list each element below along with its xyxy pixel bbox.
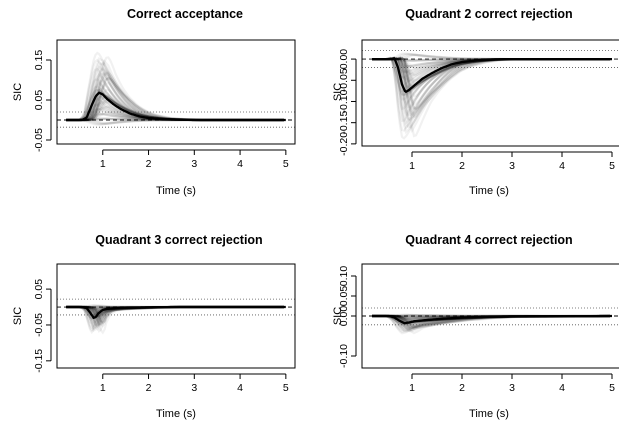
x-tick-label: 2 [146,158,152,170]
y-tick-label: -0.05 [33,313,45,337]
x-tick-label: 1 [100,158,106,170]
panel-quadrant-4-correct-rejection: Quadrant 4 correct rejection 1 2 3 4 5 -0.10… [332,233,619,420]
x-tick-label: 4 [559,382,565,394]
y-axis: -0.10 0.000.050.10 [338,266,357,368]
x-tick-label: 3 [509,382,515,394]
panel-title: Quadrant 2 correct rejection [405,7,572,21]
y-axis-label: SIC [332,307,344,325]
x-tick-label: 3 [191,382,197,394]
mean-sic-line [66,91,286,122]
mean-sic-curve [66,91,286,122]
y-tick-label: -0.05 [33,128,45,152]
panel-title: Quadrant 4 correct rejection [405,233,572,247]
panel-title: Correct acceptance [127,7,243,21]
x-tick-label: 5 [609,160,615,172]
x-tick-label: 4 [559,160,565,172]
y-tick-label: 0.00 [338,49,350,70]
mean-sic-curve [372,57,612,94]
y-axis-label: SIC [12,83,24,101]
y-axis-label: SIC [12,307,24,325]
x-axis: 1 2 3 4 5 [100,373,289,394]
y-tick-label: 0.15 [33,50,45,71]
x-tick-label: 3 [509,160,515,172]
x-tick-label: 5 [283,158,289,170]
x-axis-label: Time (s) [469,408,509,420]
y-tick-label: 0.10 [338,266,350,287]
plot-frame [361,263,619,369]
mean-sic-curve [66,305,286,320]
y-tick-label: 0.05 [33,279,45,300]
x-axis-label: Time (s) [156,408,196,420]
y-tick-label: -0.10 [338,89,350,113]
x-tick-label: 3 [191,158,197,170]
x-tick-label: 5 [609,382,615,394]
x-tick-label: 4 [237,158,243,170]
plot-frame [56,263,296,369]
x-tick-label: 2 [459,382,465,394]
panel-correct-acceptance: Correct acceptance 1 2 3 4 5 -0.05 0.05 0.15 T… [12,7,296,197]
x-tick-label: 5 [283,382,289,394]
mean-sic-line [372,57,612,94]
y-axis: -0.05 0.05 0.15 [33,50,52,152]
x-tick-label: 4 [237,382,243,394]
x-axis-label: Time (s) [156,185,196,197]
x-tick-label: 1 [100,382,106,394]
plot-frame [361,39,619,147]
mean-sic-line [66,305,286,320]
y-axis: -0.15 -0.05 0.05 [33,279,52,373]
x-tick-label: 2 [459,160,465,172]
panel-title: Quadrant 3 correct rejection [95,233,262,247]
x-axis: 1 2 3 4 5 [409,151,615,172]
x-axis: 1 2 3 4 5 [409,373,615,394]
y-tick-label: 0.00 [338,306,350,327]
y-tick-label: 0.05 [338,286,350,307]
x-axis-label: Time (s) [469,185,509,197]
panel-quadrant-2-correct-rejection: Quadrant 2 correct rejection 1 2 3 4 5 -0.20… [332,7,619,197]
y-tick-label: 0.05 [33,90,45,111]
x-tick-label: 2 [146,382,152,394]
mean-sic-curve [372,314,612,325]
x-tick-label: 1 [409,382,415,394]
y-tick-label: -0.20 [338,132,350,156]
plot-frame [56,39,296,145]
y-axis-label: SIC [332,83,344,101]
panel-quadrant-3-correct-rejection: Quadrant 3 correct rejection 1 2 3 4 5 -0.15… [12,233,296,420]
y-tick-label: -0.15 [338,111,350,135]
y-axis: -0.20-0.15-0.10-0.050.00 [338,49,357,156]
y-tick-label: -0.15 [33,349,45,373]
x-axis: 1 2 3 4 5 [100,149,289,170]
y-tick-label: -0.10 [338,344,350,368]
y-tick-label: -0.05 [338,68,350,92]
mean-sic-line [372,314,612,325]
x-tick-label: 1 [409,160,415,172]
